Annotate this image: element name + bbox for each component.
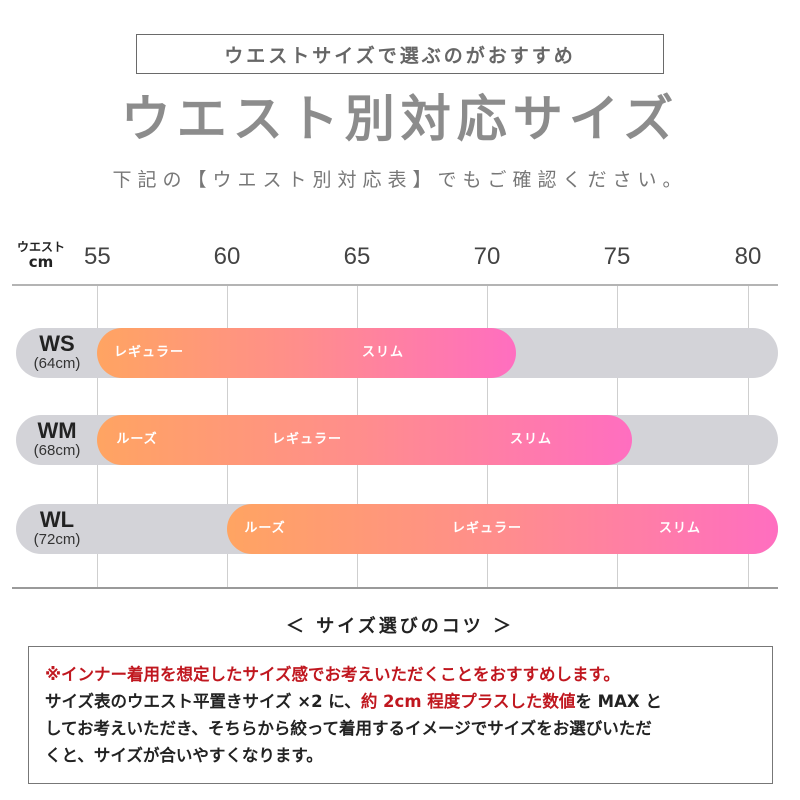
- tips-note: ※インナー着用を想定したサイズ感でお考えいただくことをおすすめします。: [45, 665, 620, 684]
- page-subtitle: 下記の【ウエスト別対応表】でもご確認ください。: [112, 169, 688, 191]
- size-cm: (72cm): [33, 531, 81, 548]
- tick-label: 60: [213, 243, 241, 270]
- size-cm: (68cm): [33, 442, 81, 459]
- fit-label: レギュラー: [271, 432, 343, 447]
- size-code: WL: [39, 507, 75, 532]
- size-cm: (64cm): [33, 355, 81, 372]
- fit-label: スリム: [361, 345, 405, 360]
- tips-body-text: を MAX と: [575, 692, 662, 711]
- size-label-wm: WM (68cm): [16, 418, 98, 460]
- fit-label: レギュラー: [451, 521, 523, 536]
- fit-label: スリム: [658, 521, 702, 536]
- tips-highlight: 約 2cm 程度プラスした数値: [360, 692, 576, 711]
- size-label-wl: WL (72cm): [16, 507, 98, 549]
- size-code: WS: [39, 331, 75, 356]
- tips-box: ※インナー着用を想定したサイズ感でお考えいただくことをおすすめします。 サイズ表…: [28, 646, 773, 784]
- tips-title: ＜ サイズ選びのコツ ＞: [286, 616, 514, 637]
- axis-unit-label: ウエスト cm: [6, 240, 76, 271]
- fit-bar-ws: レギュラー スリム: [97, 328, 516, 378]
- page-title: ウエスト別対応サイズ: [120, 90, 680, 148]
- tips-body-text: サイズ表のウエスト平置きサイズ ×2 に、: [45, 692, 361, 711]
- fit-label: ルーズ: [244, 521, 286, 536]
- fit-label: レギュラー: [113, 345, 185, 360]
- axis-line-bottom: [12, 587, 778, 589]
- tips-body-line: くと、サイズが合いやすくなります。: [45, 746, 323, 765]
- fit-bar-wl: ルーズ レギュラー スリム: [227, 504, 778, 554]
- fit-bar-wm: ルーズ レギュラー スリム: [97, 415, 632, 465]
- tick-label: 70: [473, 243, 501, 270]
- tips-body-line: してお考えいただき、そちらから絞って着用するイメージでサイズをお選びいただ: [45, 719, 652, 738]
- size-label-ws: WS (64cm): [16, 331, 98, 373]
- tick-label: 80: [734, 243, 762, 270]
- tick-label: 55: [84, 243, 111, 270]
- tick-label: 75: [603, 243, 631, 270]
- axis-unit-name: ウエスト: [16, 240, 65, 254]
- tips-body-line: サイズ表のウエスト平置きサイズ ×2 に、約 2cm 程度プラスした数値を MA…: [45, 688, 772, 715]
- fit-label: ルーズ: [116, 432, 158, 447]
- boxed-caption: ウエストサイズで選ぶのがおすすめ: [136, 34, 664, 74]
- axis-unit-cm: cm: [28, 253, 54, 271]
- tick-label: 65: [343, 243, 371, 270]
- fit-label: スリム: [509, 432, 553, 447]
- axis-line-top: [12, 284, 778, 286]
- size-code: WM: [37, 418, 77, 443]
